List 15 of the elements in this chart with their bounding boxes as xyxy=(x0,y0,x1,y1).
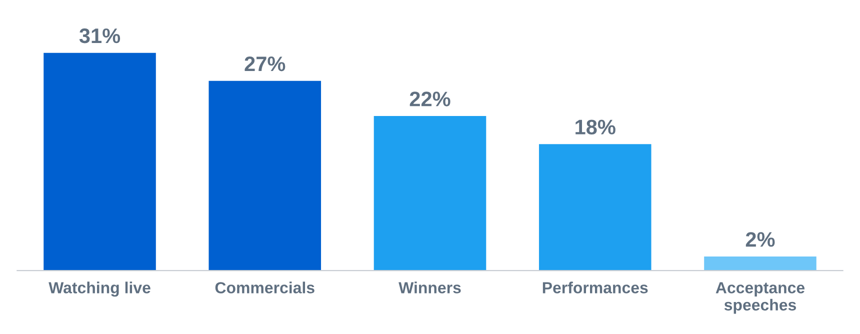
bar xyxy=(538,144,652,271)
bar xyxy=(374,116,486,271)
bar xyxy=(704,256,816,271)
data-label: 2% xyxy=(746,232,775,247)
bar xyxy=(44,52,156,271)
data-label: 22% xyxy=(410,92,450,106)
x-tick-label: Acceptance speeches xyxy=(716,282,805,314)
x-tick-label: Commercials xyxy=(215,282,314,294)
bar xyxy=(208,80,322,271)
data-label: 27% xyxy=(244,56,286,72)
data-label: 18% xyxy=(576,120,616,134)
x-tick-label: Winners xyxy=(398,282,461,294)
data-label: 31% xyxy=(79,28,120,44)
x-tick-label: Watching live xyxy=(48,282,150,297)
x-tick-label: Performances xyxy=(542,282,648,294)
